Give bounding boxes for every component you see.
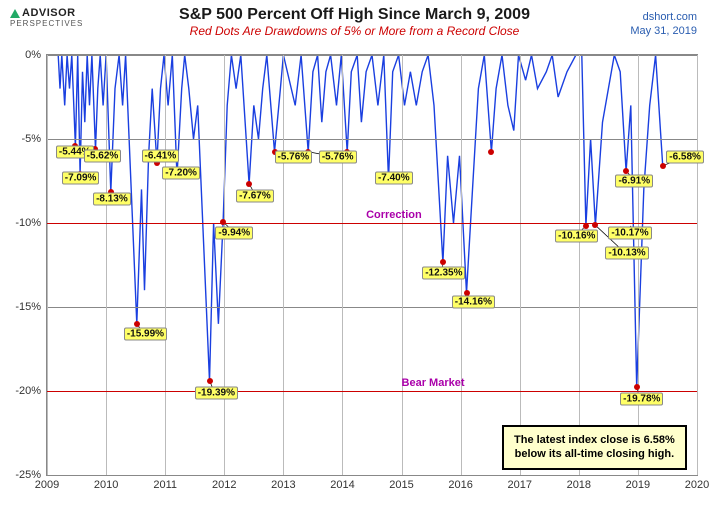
drawdown-dot (220, 219, 226, 225)
drawdown-label: -7.09% (62, 171, 100, 184)
x-tick-label: 2015 (389, 479, 413, 491)
drawdown-dot (634, 384, 640, 390)
drawdown-dot (583, 223, 589, 229)
x-tick-label: 2020 (685, 479, 709, 491)
x-tick-label: 2019 (626, 479, 650, 491)
drawdown-dot (488, 149, 494, 155)
drawdown-label: -19.78% (620, 393, 663, 406)
gridline-y (47, 307, 697, 308)
note-line1: The latest index close is 6.58% (514, 433, 675, 448)
gridline-x (106, 55, 107, 475)
chart-title: S&P 500 Percent Off High Since March 9, … (0, 6, 709, 24)
drawdown-label: -15.99% (124, 327, 167, 340)
x-tick-label: 2010 (94, 479, 118, 491)
gridline-y (47, 475, 697, 476)
y-tick-label: -15% (15, 301, 41, 313)
drawdown-label: -6.41% (142, 149, 180, 162)
gridline-x (697, 55, 698, 475)
logo-triangle-icon (10, 9, 20, 18)
x-tick-label: 2014 (330, 479, 354, 491)
gridline-x (224, 55, 225, 475)
note-box: The latest index close is 6.58%below its… (502, 425, 687, 471)
drawdown-dot (246, 181, 252, 187)
chart-subtitle: Red Dots Are Drawdowns of 5% or More fro… (0, 24, 709, 38)
drawdown-dot (623, 168, 629, 174)
drawdown-label: -9.94% (215, 227, 253, 240)
reference-line (47, 391, 697, 392)
chart-header: ADVISOR PERSPECTIVES dshort.com May 31, … (0, 6, 709, 50)
x-tick-label: 2012 (212, 479, 236, 491)
x-tick-label: 2017 (507, 479, 531, 491)
reference-label: Bear Market (402, 377, 465, 389)
drawdown-label: -5.62% (84, 149, 122, 162)
logo: ADVISOR PERSPECTIVES (10, 8, 83, 28)
gridline-y (47, 139, 697, 140)
note-line2: below its all-time closing high. (514, 447, 675, 462)
drawdown-label: -8.13% (93, 193, 131, 206)
gridline-x (638, 55, 639, 475)
drawdown-label: -6.91% (615, 175, 653, 188)
y-tick-label: -10% (15, 217, 41, 229)
gridline-x (579, 55, 580, 475)
chart-container: ADVISOR PERSPECTIVES dshort.com May 31, … (0, 0, 709, 505)
drawdown-label: -5.76% (319, 151, 357, 164)
gridline-x (461, 55, 462, 475)
x-tick-label: 2011 (153, 479, 177, 491)
drawdown-dot (207, 378, 213, 384)
gridline-x (283, 55, 284, 475)
y-tick-label: -5% (21, 133, 41, 145)
reference-label: Correction (366, 209, 422, 221)
drawdown-label: -14.16% (452, 295, 495, 308)
drawdown-label: -10.16% (555, 230, 598, 243)
logo-line2: PERSPECTIVES (10, 19, 83, 28)
drawdown-label: -19.39% (195, 386, 238, 399)
gridline-x (165, 55, 166, 475)
drawdown-dot (134, 321, 140, 327)
x-tick-label: 2009 (35, 479, 59, 491)
drawdown-dot (660, 163, 666, 169)
y-tick-label: -20% (15, 385, 41, 397)
drawdown-label: -6.58% (666, 151, 704, 164)
gridline-x (402, 55, 403, 475)
source-url: dshort.com (630, 10, 697, 24)
x-tick-label: 2013 (271, 479, 295, 491)
drawdown-label: -5.76% (275, 151, 313, 164)
gridline-x (520, 55, 521, 475)
plot-area: 0%-5%-10%-15%-20%-25%2009201020112012201… (46, 54, 698, 476)
drawdown-label: -7.40% (375, 171, 413, 184)
line-series-svg (47, 55, 697, 475)
drawdown-label: -10.13% (605, 247, 648, 260)
reference-line (47, 223, 697, 224)
drawdown-label: -12.35% (422, 267, 465, 280)
y-tick-label: 0% (25, 49, 41, 61)
drawdown-dot (440, 259, 446, 265)
gridline-y (47, 55, 697, 56)
x-tick-label: 2016 (448, 479, 472, 491)
gridline-x (342, 55, 343, 475)
drawdown-label: -7.20% (162, 166, 200, 179)
source-date: May 31, 2019 (630, 24, 697, 38)
drawdown-dot (592, 222, 598, 228)
drawdown-label: -10.17% (608, 227, 651, 240)
x-tick-label: 2018 (567, 479, 591, 491)
drawdown-label: -7.67% (236, 190, 274, 203)
gridline-x (47, 55, 48, 475)
logo-line1: ADVISOR (22, 7, 76, 19)
source-block: dshort.com May 31, 2019 (630, 10, 697, 39)
